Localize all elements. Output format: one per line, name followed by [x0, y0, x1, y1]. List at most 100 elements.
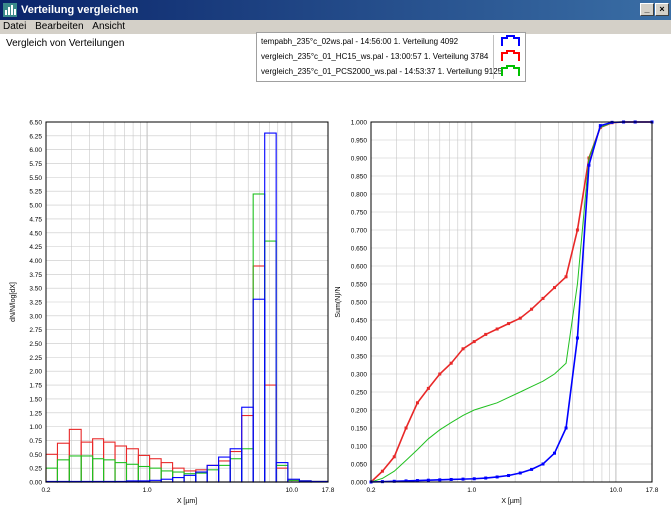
y-tick-label: 0.400: [351, 336, 368, 343]
y-tick-label: 5.50: [29, 175, 42, 182]
histogram-chart[interactable]: 0.00 0.25 0.50 0.75 1.00 1.25 1.50 1.75 2.00 2.25…: [0, 115, 335, 512]
data-point: [404, 426, 408, 430]
x-tick-label: 1.0: [467, 487, 476, 494]
y-tick-label: 6.25: [29, 133, 42, 140]
data-point: [495, 475, 499, 479]
data-point: [449, 477, 453, 481]
data-point: [415, 401, 419, 405]
y-tick-label: 3.50: [29, 286, 42, 293]
close-button[interactable]: ×: [655, 3, 669, 16]
y-tick-label: 4.50: [29, 230, 42, 237]
legend-item-label: vergleich_235°c_01_HC15_ws.pal - 13:00:5…: [261, 52, 489, 61]
menu-ansicht[interactable]: Ansicht: [92, 21, 126, 32]
data-point: [587, 163, 591, 167]
x-tick-label: 17.8: [646, 487, 659, 494]
y-tick-label: 0.25: [29, 466, 42, 473]
y-tick-label: 1.25: [29, 410, 42, 417]
y-tick-label: 0.850: [351, 174, 368, 181]
menu-datei[interactable]: Datei: [3, 21, 27, 32]
y-axis-label: Sum(N)/N: [335, 286, 342, 317]
y-tick-label: 2.50: [29, 341, 42, 348]
page-heading: Vergleich von Verteilungen: [6, 38, 125, 49]
x-axis-label: X [µm]: [177, 498, 197, 505]
y-tick-label: 0.050: [351, 462, 368, 469]
data-point: [564, 275, 568, 279]
y-tick-label: 0.200: [351, 408, 368, 415]
menu-bearbeiten[interactable]: Bearbeiten: [35, 21, 84, 32]
legend-swatch-blue-icon: [501, 35, 520, 46]
data-point: [553, 286, 557, 290]
legend-item-label: tempabh_235°c_02ws.pal - 14:56:00 1. Ver…: [261, 37, 459, 46]
data-point: [415, 479, 419, 483]
y-tick-label: 2.00: [29, 369, 42, 376]
y-tick-label: 6.00: [29, 147, 42, 154]
y-tick-label: 0.950: [351, 138, 368, 145]
x-tick-label: 17.8: [322, 487, 335, 494]
x-tick-label: 10.0: [610, 487, 623, 494]
y-tick-label: 6.50: [29, 120, 42, 127]
y-tick-label: 0.650: [351, 246, 368, 253]
menu-bar: Datei Bearbeiten Ansicht: [0, 20, 671, 34]
data-point: [426, 478, 430, 482]
y-tick-label: 0.800: [351, 192, 368, 199]
data-point: [392, 479, 396, 483]
data-point: [541, 462, 545, 466]
data-point: [472, 340, 476, 344]
data-point: [507, 474, 511, 478]
app-icon: [3, 3, 17, 17]
data-point: [598, 124, 602, 128]
y-tick-label: 3.00: [29, 313, 42, 320]
y-tick-label: 0.00: [29, 480, 42, 487]
y-tick-label: 0.450: [351, 318, 368, 325]
y-tick-label: 0.000: [351, 480, 368, 487]
data-point: [404, 479, 408, 483]
legend-box: tempabh_235°c_02ws.pal - 14:56:00 1. Ver…: [256, 32, 526, 82]
y-tick-label: 0.100: [351, 444, 368, 451]
y-tick-label: 4.00: [29, 258, 42, 265]
data-point: [530, 307, 534, 311]
x-tick-label: 0.2: [366, 487, 375, 494]
y-tick-label: 5.00: [29, 203, 42, 210]
data-point: [461, 347, 465, 351]
minimize-button[interactable]: _: [640, 3, 654, 16]
y-tick-label: 0.550: [351, 282, 368, 289]
y-tick-label: 3.75: [29, 272, 42, 279]
y-axis-label: dN/N/log[dX]: [10, 282, 17, 322]
x-axis-label: X [µm]: [501, 498, 521, 505]
y-tick-label: 0.50: [29, 452, 42, 459]
data-point: [392, 455, 396, 459]
data-point: [575, 336, 579, 340]
y-tick-label: 0.300: [351, 372, 368, 379]
data-point: [575, 228, 579, 232]
data-point: [449, 361, 453, 365]
data-point: [518, 471, 522, 475]
data-point: [426, 386, 430, 390]
y-tick-label: 5.75: [29, 161, 42, 168]
plot-frame: [45, 121, 329, 483]
legend-swatch-green-icon: [501, 65, 520, 76]
data-point: [495, 327, 499, 331]
y-tick-label: 0.750: [351, 210, 368, 217]
y-tick-label: 4.75: [29, 216, 42, 223]
cumulative-chart[interactable]: 0.000 0.050 0.100 0.150 0.200 0.250 0.300 0.350…: [335, 115, 671, 512]
y-tick-label: 0.900: [351, 156, 368, 163]
data-point: [553, 451, 557, 455]
plot-frame: [370, 121, 653, 483]
y-tick-label: 0.700: [351, 228, 368, 235]
y-tick-label: 1.00: [29, 424, 42, 431]
x-tick-label: 0.2: [41, 487, 50, 494]
y-tick-label: 1.000: [351, 120, 368, 127]
y-tick-label: 0.250: [351, 390, 368, 397]
data-point: [472, 477, 476, 481]
data-point: [541, 296, 545, 300]
data-point: [564, 426, 568, 430]
data-point: [380, 469, 384, 473]
data-point: [530, 467, 534, 471]
legend-item-label: vergleich_235°c_01_PCS2000_ws.pal - 14:5…: [261, 67, 503, 76]
title-bar[interactable]: Verteilung vergleichen _ ×: [0, 0, 671, 20]
y-tick-label: 3.25: [29, 300, 42, 307]
y-tick-label: 2.25: [29, 355, 42, 362]
y-tick-label: 0.350: [351, 354, 368, 361]
data-point: [507, 322, 511, 326]
y-tick-label: 0.75: [29, 438, 42, 445]
